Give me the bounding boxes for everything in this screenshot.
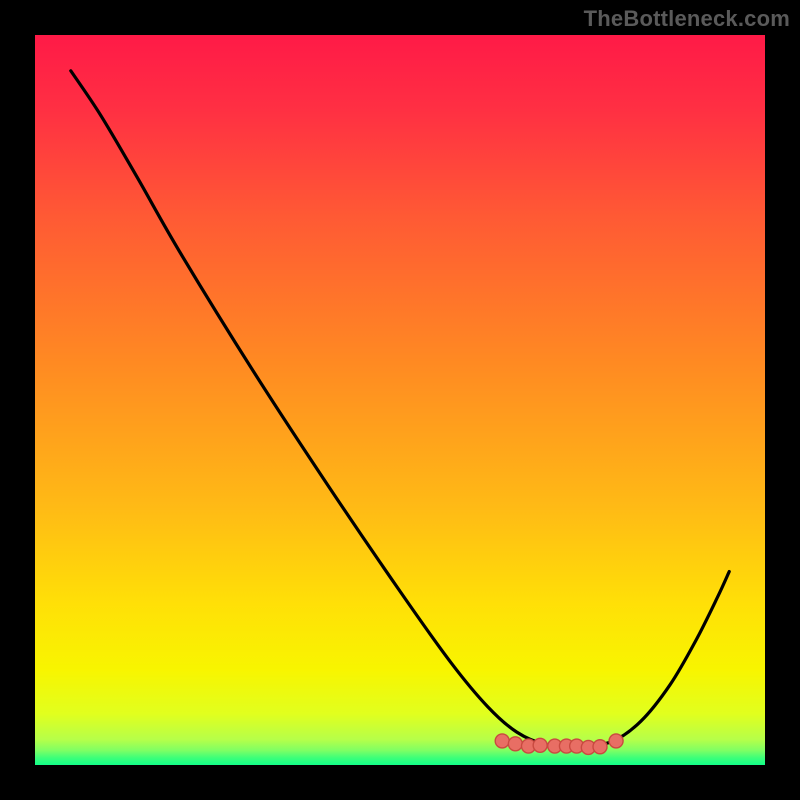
bottleneck-curve [71, 71, 729, 747]
chart-curve-layer [0, 0, 800, 800]
watermark-text: TheBottleneck.com [584, 6, 790, 32]
chart-container: TheBottleneck.com [0, 0, 800, 800]
optimal-marker [508, 737, 522, 751]
optimal-marker [609, 734, 623, 748]
optimal-marker [533, 738, 547, 752]
optimal-marker [495, 734, 509, 748]
optimal-marker [593, 740, 607, 754]
